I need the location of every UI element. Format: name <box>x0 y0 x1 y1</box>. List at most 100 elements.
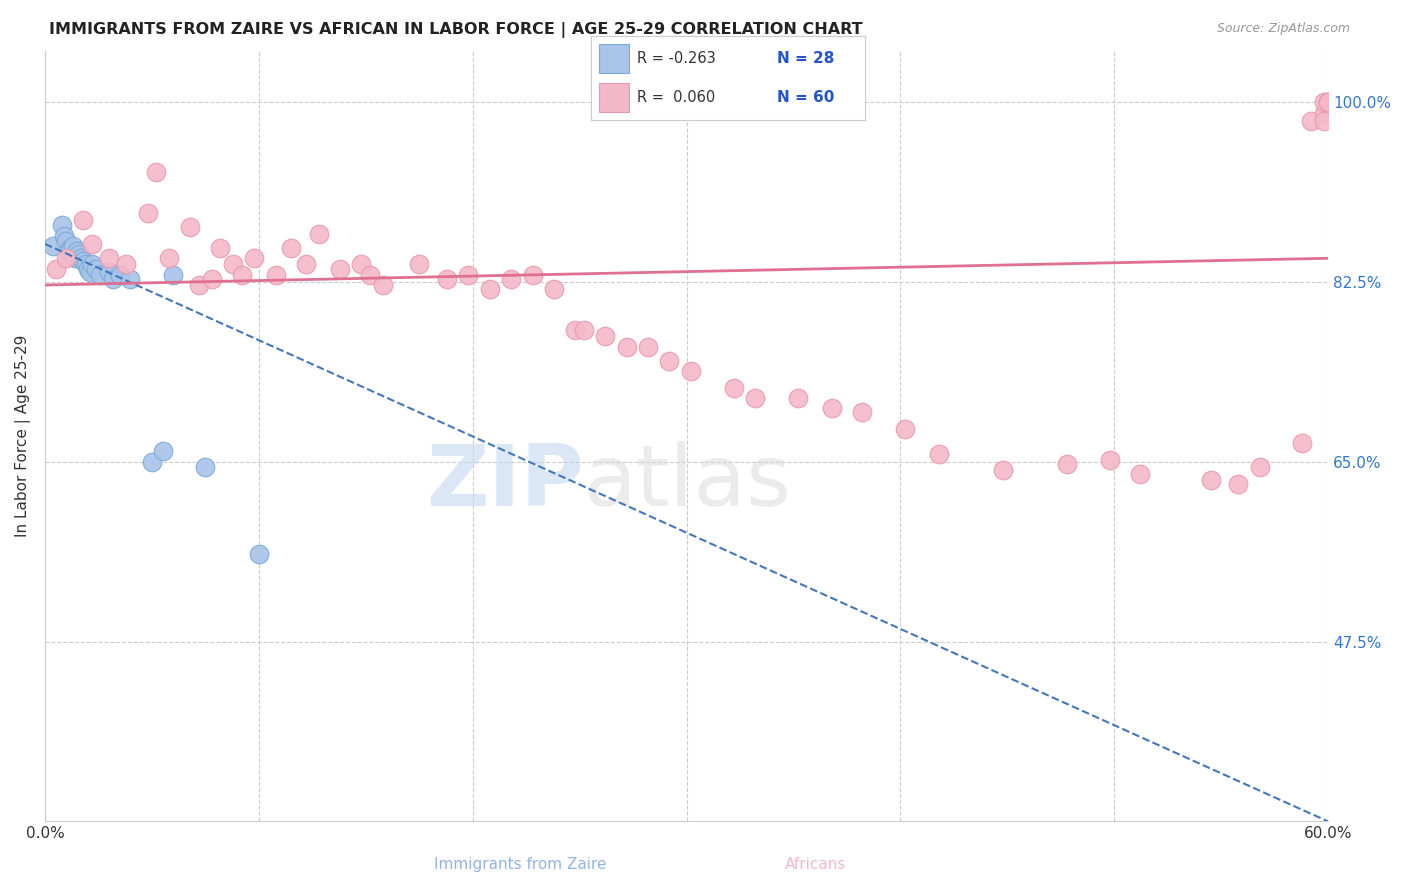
Point <box>162 268 184 282</box>
Text: N = 60: N = 60 <box>778 90 834 105</box>
Point <box>1199 473 1222 487</box>
Point <box>457 268 479 282</box>
Point <box>1056 457 1078 471</box>
Point <box>1313 107 1336 121</box>
Point <box>1317 95 1340 109</box>
Point <box>84 261 107 276</box>
Point <box>152 444 174 458</box>
Point <box>76 261 98 276</box>
Point <box>543 282 565 296</box>
Point <box>658 354 681 368</box>
Point <box>79 265 101 279</box>
Point <box>62 239 84 253</box>
Point <box>1227 477 1250 491</box>
Point <box>59 241 82 255</box>
Point <box>1313 95 1336 109</box>
Point <box>98 265 121 279</box>
FancyBboxPatch shape <box>599 83 628 112</box>
Point <box>62 249 84 263</box>
Point <box>264 268 287 282</box>
Point <box>72 254 94 268</box>
Text: R = -0.263: R = -0.263 <box>637 51 716 66</box>
Point <box>187 278 209 293</box>
Point <box>243 252 266 266</box>
Point <box>115 257 138 271</box>
Point <box>120 272 142 286</box>
FancyBboxPatch shape <box>599 44 628 73</box>
Text: R =  0.060: R = 0.060 <box>637 90 716 105</box>
Point <box>1098 452 1121 467</box>
Point <box>63 252 86 266</box>
Point <box>222 257 245 271</box>
Point <box>53 228 76 243</box>
Point <box>66 244 89 258</box>
Point <box>329 261 352 276</box>
Point <box>45 261 67 276</box>
Point <box>231 268 253 282</box>
Point <box>572 323 595 337</box>
Point <box>75 257 97 271</box>
Point <box>359 268 381 282</box>
Point <box>308 227 330 241</box>
Y-axis label: In Labor Force | Age 25-29: In Labor Force | Age 25-29 <box>15 334 31 537</box>
Point <box>564 323 586 337</box>
Point <box>280 241 302 255</box>
Point <box>1313 113 1336 128</box>
Point <box>103 272 125 286</box>
Point <box>893 422 915 436</box>
Point <box>1317 95 1340 109</box>
Point <box>723 381 745 395</box>
Point <box>247 547 270 561</box>
Text: ZIP: ZIP <box>426 441 583 524</box>
Point <box>1299 113 1322 128</box>
Point <box>786 391 808 405</box>
Point <box>679 364 702 378</box>
Text: N = 28: N = 28 <box>778 51 834 66</box>
Point <box>55 252 77 266</box>
Text: Source: ZipAtlas.com: Source: ZipAtlas.com <box>1216 22 1350 36</box>
Point <box>821 401 844 416</box>
Point <box>616 340 638 354</box>
Point <box>72 213 94 227</box>
Point <box>350 257 373 271</box>
Point <box>89 268 111 282</box>
Point <box>593 329 616 343</box>
Point <box>194 459 217 474</box>
Point <box>55 234 77 248</box>
Point <box>991 463 1014 477</box>
Point <box>51 219 73 233</box>
Point <box>1291 436 1313 450</box>
Point <box>108 268 131 282</box>
Point <box>80 257 103 271</box>
Point <box>58 244 80 258</box>
Text: Africans: Africans <box>785 857 846 872</box>
Point <box>637 340 659 354</box>
Point <box>522 268 544 282</box>
Point <box>201 272 224 286</box>
Point <box>478 282 501 296</box>
Point <box>98 252 121 266</box>
Point <box>136 206 159 220</box>
Point <box>157 252 180 266</box>
Point <box>1129 467 1152 481</box>
Point <box>744 391 766 405</box>
Point <box>436 272 458 286</box>
Point <box>145 165 167 179</box>
Text: atlas: atlas <box>583 441 792 524</box>
Point <box>209 241 232 255</box>
Point <box>408 257 430 271</box>
Point <box>80 236 103 251</box>
Point <box>141 455 163 469</box>
Point <box>1317 95 1340 109</box>
Point <box>1249 459 1271 474</box>
Point <box>179 220 201 235</box>
Point <box>295 257 318 271</box>
Point <box>67 247 90 261</box>
Point <box>851 405 873 419</box>
Text: Immigrants from Zaire: Immigrants from Zaire <box>434 857 606 872</box>
Point <box>42 239 65 253</box>
Text: IMMIGRANTS FROM ZAIRE VS AFRICAN IN LABOR FORCE | AGE 25-29 CORRELATION CHART: IMMIGRANTS FROM ZAIRE VS AFRICAN IN LABO… <box>49 22 863 38</box>
Point <box>70 252 93 266</box>
Point <box>928 446 950 460</box>
Point <box>501 272 523 286</box>
